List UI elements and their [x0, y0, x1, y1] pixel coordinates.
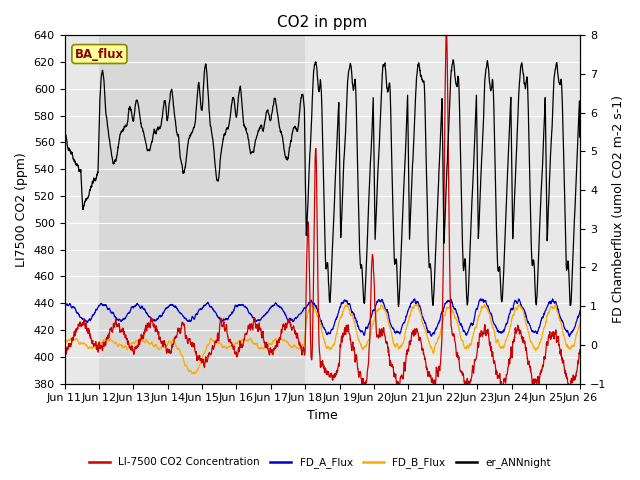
- Text: BA_flux: BA_flux: [75, 48, 124, 60]
- Y-axis label: FD Chamberflux (umol CO2 m-2 s-1): FD Chamberflux (umol CO2 m-2 s-1): [612, 96, 625, 324]
- Title: CO2 in ppm: CO2 in ppm: [277, 15, 367, 30]
- Bar: [99, 36, 305, 384]
- Legend: LI-7500 CO2 Concentration, FD_A_Flux, FD_B_Flux, er_ANNnight: LI-7500 CO2 Concentration, FD_A_Flux, FD…: [85, 453, 555, 472]
- Y-axis label: LI7500 CO2 (ppm): LI7500 CO2 (ppm): [15, 152, 28, 267]
- X-axis label: Time: Time: [307, 409, 338, 422]
